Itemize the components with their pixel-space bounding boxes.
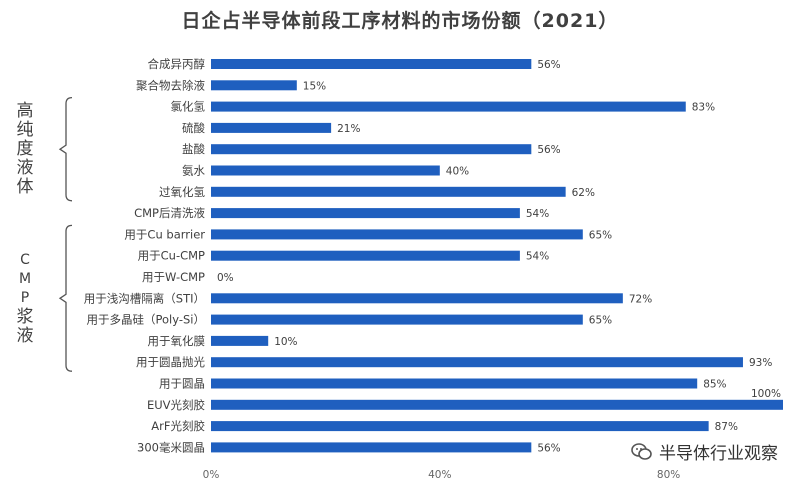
- category-label: 用于W-CMP: [142, 270, 205, 284]
- group-label-char: 液: [16, 157, 34, 178]
- bar: [211, 442, 532, 453]
- value-label: 10%: [274, 336, 297, 348]
- value-label: 62%: [572, 187, 595, 199]
- bar: [211, 314, 583, 325]
- x-tick-label: 80%: [657, 469, 680, 481]
- category-label: 硫酸: [182, 121, 205, 135]
- bar: [211, 399, 783, 410]
- group-label-char: 浆: [16, 306, 34, 327]
- group-label-char: 纯: [16, 119, 34, 140]
- group-label-high-purity-liquids: 高纯度液体: [10, 100, 40, 197]
- bar: [211, 59, 532, 69]
- value-label: 56%: [537, 59, 560, 71]
- group-bracket: [58, 96, 73, 202]
- value-label: 21%: [337, 123, 360, 135]
- group-label-char: 体: [16, 176, 34, 197]
- category-label: 用于Cu barrier: [124, 227, 205, 241]
- bar: [211, 101, 686, 112]
- category-label: 用于浅沟槽隔离（STI）: [84, 291, 205, 305]
- bar: [211, 165, 440, 176]
- bar: [211, 186, 566, 197]
- bar: [211, 378, 698, 389]
- bar: [211, 421, 709, 432]
- category-label: CMP后清洗液: [134, 206, 205, 220]
- value-label: 56%: [537, 144, 560, 156]
- value-label: 54%: [526, 208, 549, 220]
- category-label: 氨水: [182, 164, 205, 178]
- bar: [211, 250, 520, 261]
- value-label: 40%: [446, 166, 469, 178]
- group-bracket: [58, 224, 73, 372]
- bar: [211, 357, 743, 368]
- chart-title: 日企占半导体前段工序材料的市场份额（2021）: [181, 10, 619, 32]
- category-label: 聚合物去除液: [136, 78, 205, 92]
- watermark-text: 半导体行业观察: [659, 444, 778, 464]
- category-label: 300毫米圆晶: [137, 440, 205, 454]
- group-label-char: M: [18, 270, 32, 287]
- value-label: 85%: [703, 379, 726, 391]
- x-tick-label: 40%: [428, 469, 451, 481]
- value-label: 0%: [217, 272, 234, 284]
- bar: [211, 335, 269, 346]
- category-label: 用于圆晶: [159, 377, 205, 391]
- category-label: 合成异丙醇: [148, 57, 206, 71]
- value-label: 65%: [589, 315, 612, 327]
- category-label: ArF光刻胶: [151, 419, 205, 433]
- category-label: 用于多晶硅（Poly-Si）: [86, 313, 205, 327]
- group-label-char: 液: [16, 325, 34, 346]
- value-label: 15%: [303, 80, 326, 92]
- value-label: 54%: [526, 251, 549, 263]
- bar: [211, 229, 583, 240]
- value-label: 65%: [589, 229, 612, 241]
- bar: [211, 293, 623, 304]
- wechat-icon: [631, 441, 653, 463]
- watermark: 半导体行业观察: [631, 439, 778, 464]
- value-label: 100%: [751, 388, 781, 400]
- value-label: 83%: [692, 102, 715, 114]
- category-label: 盐酸: [182, 142, 205, 156]
- value-label: 93%: [749, 357, 772, 369]
- group-label-char: 度: [16, 138, 34, 159]
- category-label: 用于Cu-CMP: [138, 249, 205, 263]
- bar: [211, 80, 297, 91]
- group-label-char: C: [20, 251, 30, 268]
- x-tick-label: 0%: [203, 469, 220, 481]
- bar: [211, 208, 520, 219]
- bar: [211, 122, 332, 133]
- category-label: 用于氧化膜: [148, 334, 206, 348]
- category-label: 氯化氢: [171, 100, 206, 114]
- category-label: 过氧化氢: [159, 185, 205, 199]
- category-label: EUV光刻胶: [147, 398, 206, 412]
- bar: [211, 144, 532, 155]
- group-label-char: P: [20, 289, 30, 306]
- value-label: 56%: [537, 442, 560, 454]
- category-label: 用于圆晶抛光: [136, 355, 205, 369]
- value-label: 87%: [715, 421, 738, 433]
- group-label-char: 高: [16, 100, 34, 121]
- value-label: 72%: [629, 293, 652, 305]
